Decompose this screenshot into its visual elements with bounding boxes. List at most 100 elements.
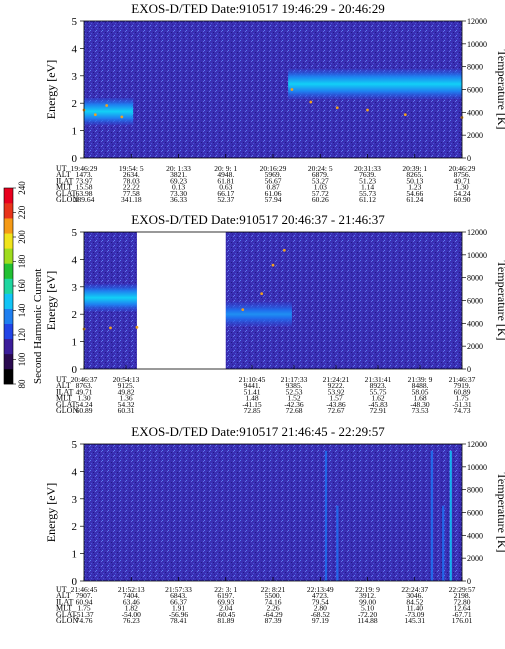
orbit-value: 54.24 bbox=[76, 400, 93, 409]
orbit-value: 341.18 bbox=[121, 195, 142, 204]
colorbar-swatch bbox=[4, 353, 13, 370]
orbit-row-label: GLAT bbox=[56, 400, 77, 409]
orbit-value: -45.83 bbox=[368, 400, 388, 409]
colorbar-tick-label: 100 bbox=[17, 352, 27, 366]
orbit-row-label: MLT bbox=[56, 604, 72, 613]
colorbar-tick-label: 220 bbox=[17, 205, 27, 219]
energy-tick-label: 5 bbox=[72, 439, 78, 451]
energy-tick-label: 0 bbox=[72, 153, 78, 165]
orbit-value: 69.23 bbox=[170, 176, 187, 185]
temperature-tick-label: 6000 bbox=[467, 86, 483, 95]
orbit-value: 99.00 bbox=[359, 597, 376, 606]
colorbar-swatches bbox=[4, 188, 13, 385]
orbit-value: 19:54: 5 bbox=[119, 164, 144, 173]
orbit-value: 1.82 bbox=[125, 604, 138, 613]
orbit-value: 81.89 bbox=[217, 616, 234, 625]
colorbar-ticks: 80 100 120 140 160 180 200 220 240 bbox=[13, 181, 27, 389]
temperature-tick-label: 0 bbox=[467, 577, 471, 586]
energy-tick-label: 3 bbox=[72, 71, 78, 83]
temperature-point bbox=[366, 108, 369, 112]
orbit-value: 0.63 bbox=[219, 183, 232, 192]
orbit-value: 21:31:41 bbox=[365, 375, 392, 384]
temperature-axis-label: Temperature [K] bbox=[495, 260, 505, 340]
colorbar-tick-label: 200 bbox=[17, 230, 27, 244]
energy-tick-label: 0 bbox=[72, 364, 78, 376]
orbit-value: 73.30 bbox=[170, 189, 187, 198]
orbit-value: 20: 1:33 bbox=[166, 164, 191, 173]
orbit-row-label: ILAT bbox=[56, 597, 73, 606]
emission-band bbox=[84, 97, 134, 126]
colorbar: 80 100 120 140 160 180 200 220 240 Second Harmon… bbox=[3, 181, 44, 389]
energy-axis-label: Energy [eV] bbox=[44, 60, 58, 119]
orbit-value: 22:13:49 bbox=[307, 585, 334, 594]
colorbar-swatch bbox=[4, 263, 13, 279]
temperature-axis-label: Temperature [K] bbox=[495, 49, 505, 129]
temperature-point bbox=[109, 326, 112, 330]
orbit-value: 78.41 bbox=[170, 616, 187, 625]
panel-3-title: EXOS-D/TED Date:910517 21:46:45 - 22:29:… bbox=[131, 424, 385, 439]
orbit-row-label: ILAT bbox=[56, 176, 73, 185]
orbit-value: 66.37 bbox=[170, 597, 187, 606]
orbit-value: 1473. bbox=[76, 170, 93, 179]
colorbar-swatch bbox=[4, 323, 13, 340]
temperature-tick-label: 12000 bbox=[467, 17, 487, 26]
colorbar-swatch bbox=[4, 338, 13, 355]
orbit-row-label: GLON bbox=[56, 616, 78, 625]
orbit-value: 21:24:21 bbox=[323, 375, 350, 384]
temperature-point bbox=[241, 308, 245, 312]
orbit-value: 8265. bbox=[406, 170, 423, 179]
temperature-tick-label: 0 bbox=[467, 154, 471, 163]
energy-tick-label: 3 bbox=[72, 494, 78, 506]
orbit-value: 60.90 bbox=[454, 195, 471, 204]
orbit-value: 55.73 bbox=[359, 189, 376, 198]
orbit-value: 1.75 bbox=[455, 394, 468, 403]
orbit-value: 1.23 bbox=[408, 183, 421, 192]
panel-1: EXOS-D/TED Date:910517 19:46:29 - 20:46:… bbox=[44, 1, 505, 204]
colorbar-swatch bbox=[4, 218, 13, 234]
orbit-value: 49.71 bbox=[76, 387, 93, 396]
temperature-tick-label: 2000 bbox=[467, 131, 483, 140]
colorbar-swatch bbox=[4, 293, 13, 309]
orbit-value: 5969. bbox=[265, 170, 282, 179]
orbit-value: 0.13 bbox=[172, 183, 185, 192]
temperature-point bbox=[290, 88, 294, 91]
orbit-value: 2.26 bbox=[266, 604, 279, 613]
emission-spike bbox=[324, 450, 328, 581]
colorbar-tick-label: 140 bbox=[17, 303, 27, 317]
orbit-value: 8756. bbox=[454, 170, 471, 179]
orbit-value: 60.89 bbox=[76, 406, 93, 415]
orbit-value: 66.17 bbox=[217, 189, 234, 198]
temperature-tick-label: 4000 bbox=[467, 108, 483, 117]
temperature-point bbox=[403, 113, 407, 117]
temperature-point bbox=[135, 325, 139, 329]
colorbar-tick-label: 180 bbox=[17, 254, 27, 268]
orbit-value: 20:46:29 bbox=[449, 164, 476, 173]
energy-tick-label: 1 bbox=[72, 549, 78, 561]
orbit-value: 53.27 bbox=[312, 176, 329, 185]
temperature-tick-label: 8000 bbox=[467, 486, 483, 495]
colorbar-swatch bbox=[4, 278, 13, 294]
orbit-value: -67.71 bbox=[452, 610, 472, 619]
orbit-value: 21:17:33 bbox=[281, 375, 308, 384]
temperature-tick-label: 2000 bbox=[467, 554, 483, 563]
orbit-value: 6843. bbox=[170, 591, 187, 600]
orbit-value: 21:10:45 bbox=[239, 375, 266, 384]
energy-tick-label: 1 bbox=[72, 126, 78, 138]
orbit-value: 12.64 bbox=[454, 604, 471, 613]
panel-3: EXOS-D/TED Date:910517 21:46:45 - 22:29:… bbox=[44, 424, 505, 625]
orbit-value: 60.31 bbox=[118, 406, 135, 415]
orbit-value: 21:46:37 bbox=[449, 375, 476, 384]
orbit-value: 1.03 bbox=[314, 183, 327, 192]
orbit-value: 74.73 bbox=[454, 406, 471, 415]
orbit-value: 55.75 bbox=[370, 387, 387, 396]
orbit-value: 22:29:57 bbox=[449, 585, 476, 594]
colorbar-swatch bbox=[4, 368, 13, 385]
orbit-value: 20:31:33 bbox=[354, 164, 381, 173]
orbit-value: 8923. bbox=[370, 381, 387, 390]
orbit-value: 54.24 bbox=[454, 189, 471, 198]
orbit-value: -41.15 bbox=[242, 400, 262, 409]
orbit-value: 72.85 bbox=[244, 406, 261, 415]
orbit-value: 19:46:29 bbox=[71, 164, 98, 173]
orbit-value: 2198. bbox=[454, 591, 471, 600]
temperature-tick-label: 6000 bbox=[467, 509, 483, 518]
